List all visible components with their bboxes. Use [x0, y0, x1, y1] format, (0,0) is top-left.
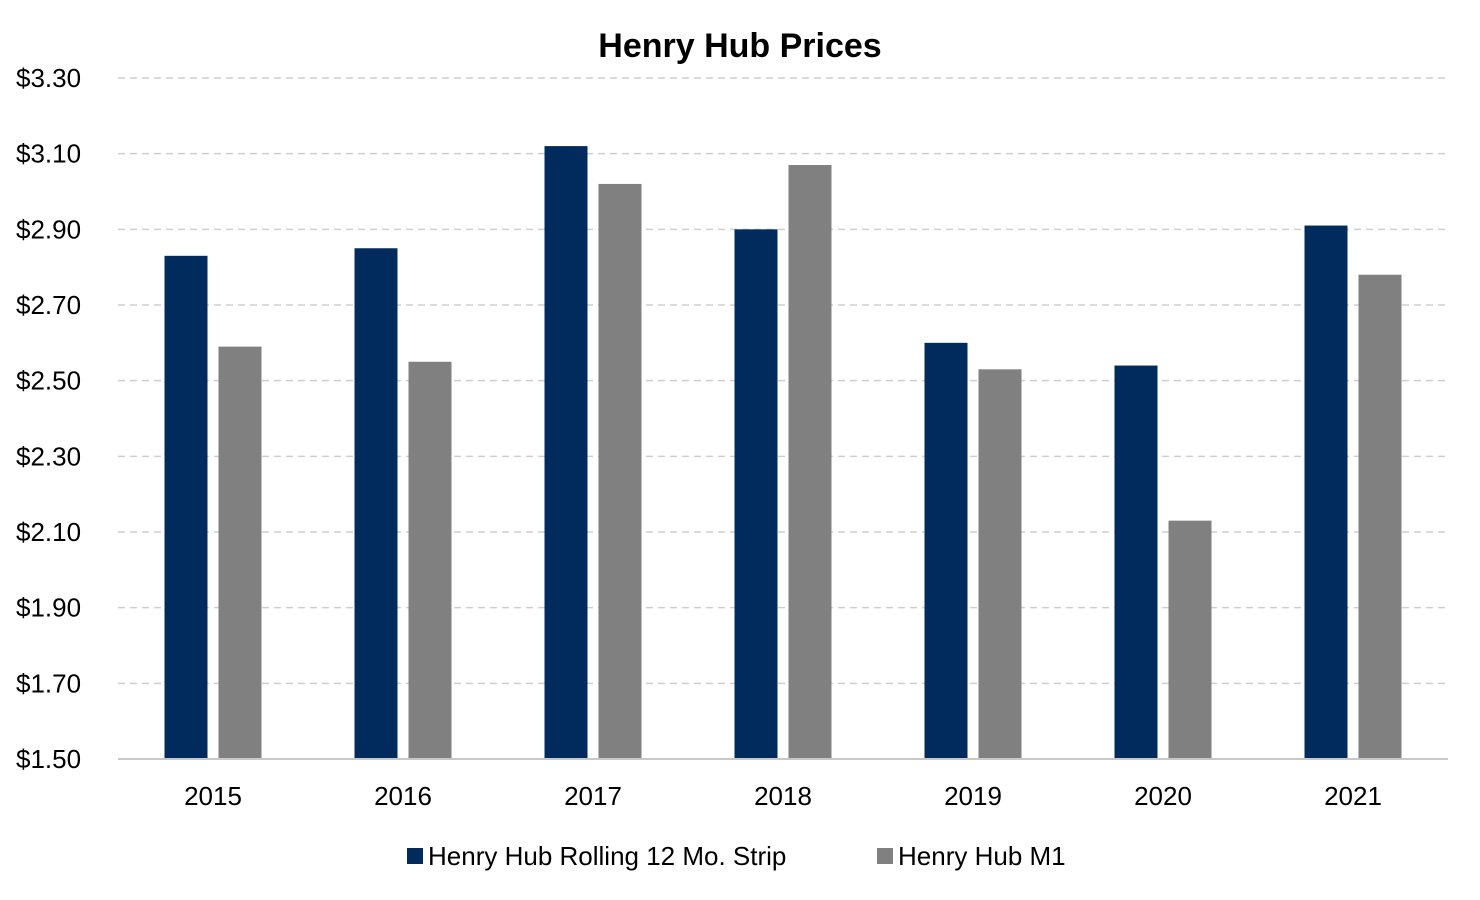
y-tick-label: $2.30 — [16, 441, 81, 471]
x-tick-label: 2021 — [1324, 781, 1382, 811]
legend-swatch-m1 — [877, 848, 893, 864]
y-tick-label: $3.10 — [16, 139, 81, 169]
bar-m1-2017 — [598, 183, 642, 759]
x-axis-ticks: 2015 2016 2017 2018 2019 2020 2021 — [184, 781, 1382, 811]
y-tick-label: $2.70 — [16, 290, 81, 320]
bars — [164, 146, 1402, 760]
x-tick-label: 2017 — [564, 781, 622, 811]
legend: Henry Hub Rolling 12 Mo. Strip Henry Hub… — [407, 841, 1066, 871]
bar-rolling-strip-2021 — [1304, 225, 1348, 760]
bar-rolling-strip-2017 — [544, 146, 588, 760]
bar-m1-2020 — [1168, 520, 1212, 759]
y-tick-label: $1.90 — [16, 593, 81, 623]
bar-rolling-strip-2018 — [734, 229, 778, 760]
y-tick-label: $1.70 — [16, 668, 81, 698]
grid-lines — [118, 77, 1448, 685]
y-tick-label: $1.50 — [16, 744, 81, 774]
bar-m1-2016 — [408, 361, 452, 759]
y-tick-label: $2.10 — [16, 517, 81, 547]
x-tick-label: 2020 — [1134, 781, 1192, 811]
y-tick-label: $2.90 — [16, 214, 81, 244]
bar-m1-2018 — [788, 165, 832, 759]
bar-rolling-strip-2019 — [924, 342, 968, 759]
x-tick-label: 2019 — [944, 781, 1002, 811]
bar-rolling-strip-2016 — [354, 248, 398, 759]
y-axis-ticks: $1.50 $1.70 $1.90 $2.10 $2.30 $2.50 $2.70 $2.90… — [16, 63, 81, 774]
legend-label-rolling-strip: Henry Hub Rolling 12 Mo. Strip — [428, 841, 786, 871]
bar-m1-2015 — [218, 346, 262, 759]
x-tick-label: 2018 — [754, 781, 812, 811]
chart-title: Henry Hub Prices — [598, 27, 881, 65]
bar-m1-2019 — [978, 369, 1022, 759]
bar-rolling-strip-2020 — [1114, 365, 1158, 759]
y-tick-label: $2.50 — [16, 366, 81, 396]
x-tick-label: 2015 — [184, 781, 242, 811]
x-tick-label: 2016 — [374, 781, 432, 811]
bar-m1-2021 — [1358, 274, 1402, 759]
y-tick-label: $3.30 — [16, 63, 81, 93]
legend-swatch-rolling-strip — [407, 848, 423, 864]
legend-label-m1: Henry Hub M1 — [898, 841, 1066, 871]
bar-rolling-strip-2015 — [164, 255, 208, 760]
